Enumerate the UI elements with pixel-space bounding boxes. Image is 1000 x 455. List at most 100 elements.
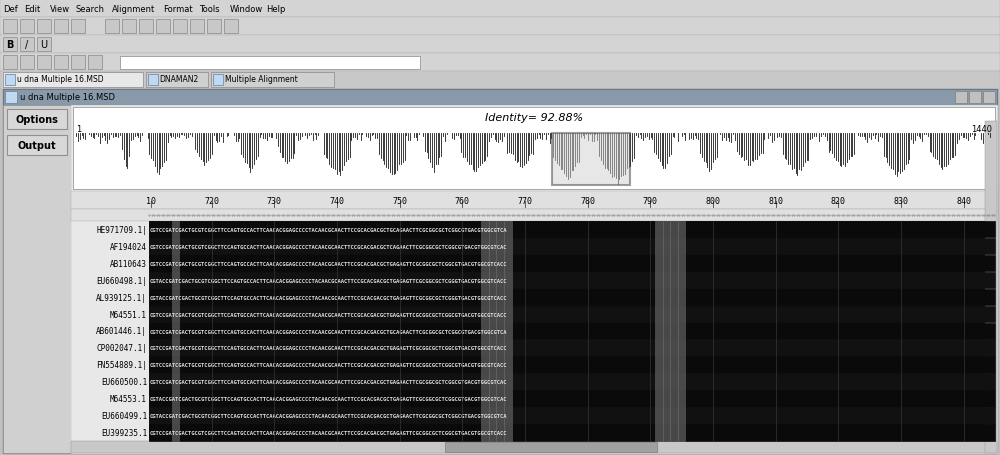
Bar <box>504 222 512 441</box>
Text: CGTCCGATCGACTGCGTCGGCTTCCAGTGCCACTTCAACACGGAGCCCCTACAACGCAACTTCCGCACGACGCTGAGAGT: CGTCCGATCGACTGCGTCGGCTTCCAGTGCCACTTCAACA… <box>150 363 508 368</box>
Bar <box>969 92 981 104</box>
Bar <box>149 306 995 322</box>
Text: Window: Window <box>230 5 263 14</box>
Bar <box>149 357 995 373</box>
Text: /: / <box>25 40 29 50</box>
Bar <box>670 222 678 441</box>
Bar <box>207 20 221 34</box>
Bar <box>0 54 1000 72</box>
Bar <box>71 192 997 210</box>
Bar <box>7 136 67 156</box>
Text: M64553.1: M64553.1 <box>110 394 147 403</box>
Text: Search: Search <box>76 5 105 14</box>
Bar <box>172 222 179 441</box>
Bar <box>190 20 204 34</box>
Bar <box>149 374 995 390</box>
Bar <box>20 56 34 70</box>
Text: FN554889.1|: FN554889.1| <box>96 360 147 369</box>
Bar <box>146 73 208 88</box>
Text: u dna Multiple 16.MSD: u dna Multiple 16.MSD <box>17 76 104 84</box>
Text: Tools: Tools <box>199 5 220 14</box>
Bar <box>149 323 995 339</box>
Bar <box>552 134 630 186</box>
Bar <box>213 75 223 86</box>
Bar <box>54 20 68 34</box>
Text: CGTCCGATCGACTGCGTCGGCTTCCAGTGCCACTTCAACACGGAGCCCCTACAACGCAACTTCCGCACGACGCTGAGAGT: CGTCCGATCGACTGCGTCGGCTTCCAGTGCCACTTCAACA… <box>150 430 508 435</box>
Text: CGTCCGATCGACTGCGTCGGCTTCCAGTGCCACTTCAACACGGAGCCCCTACAACGCAACTTCCGCACGACGCTGAGAGT: CGTCCGATCGACTGCGTCGGCTTCCAGTGCCACTTCAACA… <box>150 312 508 317</box>
Text: EU660499.1: EU660499.1 <box>101 411 147 420</box>
Bar <box>3 20 17 34</box>
Text: AB601446.1|: AB601446.1| <box>96 327 147 336</box>
Bar <box>489 222 496 441</box>
Bar <box>481 222 489 441</box>
Text: CGTACCGATCGACTGCGTCGGCTTCCAGTGCCACTTCAACACGGAGCCCCTACAACGCAACTTCCGCACGACGCTGAGAG: CGTACCGATCGACTGCGTCGGCTTCCAGTGCCACTTCAAC… <box>150 396 508 401</box>
Bar <box>149 340 995 356</box>
Text: U: U <box>40 40 48 50</box>
Bar <box>211 73 334 88</box>
Bar <box>37 56 51 70</box>
Bar <box>445 442 657 452</box>
Bar <box>88 56 102 70</box>
Text: Format: Format <box>163 5 193 14</box>
Text: M64551.1: M64551.1 <box>110 310 147 319</box>
Bar <box>71 106 997 453</box>
Text: CGTACCGATCGACTGCGTCGGCTTCCAGTGCCACTTCAACACGGAGCCCCTACAACGCAACTTCCGCACGACGCTGAGAA: CGTACCGATCGACTGCGTCGGCTTCCAGTGCCACTTCAAC… <box>150 413 508 418</box>
Text: 830: 830 <box>894 197 908 206</box>
Text: 760: 760 <box>455 197 470 206</box>
Bar <box>985 122 997 453</box>
Bar <box>71 56 85 70</box>
Bar <box>955 92 967 104</box>
Bar <box>73 108 995 190</box>
Text: Help: Help <box>266 5 285 14</box>
Bar <box>149 272 995 288</box>
Bar <box>678 222 685 441</box>
Bar <box>0 72 1000 90</box>
Text: 1: 1 <box>76 125 81 134</box>
Text: Multiple Alignment: Multiple Alignment <box>225 76 298 84</box>
Text: Output: Output <box>18 141 56 151</box>
Text: CGTCCGATCGACTGCGTCGGCTTCCAGTGCCACTTCAACACGGAGCCCCTACAACGCAACTTCCGCACGACGCTGAGAGT: CGTCCGATCGACTGCGTCGGCTTCCAGTGCCACTTCAACA… <box>150 346 508 351</box>
Text: DNAMAN2: DNAMAN2 <box>160 76 199 84</box>
Bar <box>20 38 34 52</box>
Bar <box>120 57 420 70</box>
Text: Options: Options <box>16 115 58 125</box>
Text: View: View <box>50 5 70 14</box>
Text: HE971709.1|: HE971709.1| <box>96 226 147 234</box>
Text: 10: 10 <box>146 197 156 206</box>
Bar <box>3 38 17 52</box>
Bar <box>5 92 17 104</box>
Bar <box>156 20 170 34</box>
Text: Identity= 92.88%: Identity= 92.88% <box>485 113 583 123</box>
Bar <box>224 20 238 34</box>
Bar <box>54 56 68 70</box>
Text: Def: Def <box>3 5 18 14</box>
Text: 730: 730 <box>267 197 282 206</box>
Bar <box>3 90 997 453</box>
Text: AB110643: AB110643 <box>110 259 147 268</box>
Text: 740: 740 <box>330 197 344 206</box>
Text: EU399235.1: EU399235.1 <box>101 428 147 437</box>
Bar <box>655 222 663 441</box>
Bar <box>3 90 997 106</box>
Bar <box>0 0 1000 18</box>
Bar <box>37 38 51 52</box>
Text: Edit: Edit <box>24 5 40 14</box>
Text: 720: 720 <box>204 197 219 206</box>
Text: 1440: 1440 <box>971 125 992 134</box>
Bar <box>3 73 143 88</box>
Bar <box>20 20 34 34</box>
Bar <box>173 20 187 34</box>
Bar <box>0 36 1000 54</box>
Bar <box>105 20 119 34</box>
Bar <box>3 106 71 453</box>
Text: 770: 770 <box>518 197 532 206</box>
Text: EU660498.1|: EU660498.1| <box>96 276 147 285</box>
Bar <box>149 289 995 305</box>
Text: CP002047.1|: CP002047.1| <box>96 344 147 353</box>
Bar <box>139 20 153 34</box>
Bar <box>5 75 15 86</box>
Text: 840: 840 <box>956 197 971 206</box>
Bar <box>3 56 17 70</box>
Text: Alignment: Alignment <box>112 5 155 14</box>
Bar <box>7 110 67 130</box>
